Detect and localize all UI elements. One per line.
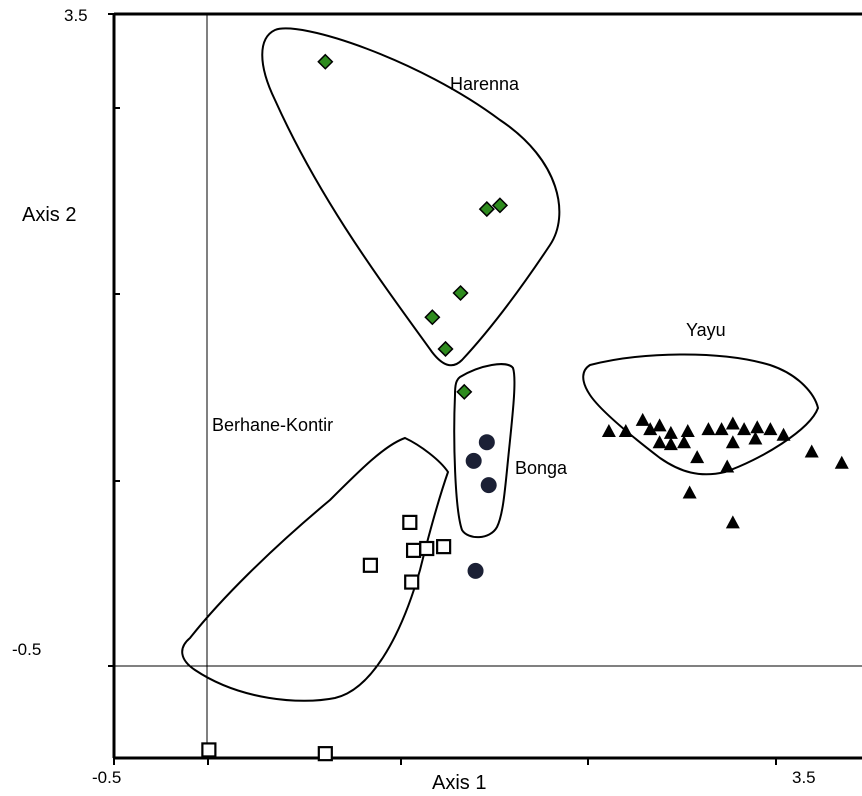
- point-harenna-2: [478, 201, 495, 218]
- hull-bonga: [453, 363, 516, 539]
- point-bonga-1: [478, 434, 495, 451]
- point-yayu-3: [635, 412, 650, 426]
- point-yayu-13: [763, 422, 778, 436]
- point-yayu-21: [690, 450, 705, 464]
- data-points: [201, 53, 849, 762]
- point-yayu-22: [720, 459, 735, 473]
- point-berhane-kontir-7: [201, 742, 217, 758]
- point-harenna-6: [437, 340, 454, 358]
- point-yayu-1: [601, 424, 616, 438]
- point-berhane-kontir-4: [405, 542, 422, 558]
- point-bonga-2: [465, 452, 482, 469]
- hull-yayu: [582, 353, 820, 476]
- y-tick-label-bottom: -0.5: [12, 640, 42, 659]
- y-axis-title: Axis 2: [22, 204, 77, 226]
- point-yayu-12: [750, 420, 765, 434]
- point-harenna-4: [452, 284, 469, 302]
- point-yayu-4: [643, 422, 658, 436]
- point-harenna-5: [424, 309, 441, 326]
- point-bonga-4: [467, 562, 484, 579]
- hull-harenna: [261, 27, 561, 367]
- y-tick-label-top: 3.5: [64, 6, 88, 25]
- group-hulls: [181, 27, 820, 702]
- point-yayu-10: [725, 416, 740, 430]
- point-berhane-kontir-2: [419, 540, 435, 557]
- point-harenna-7: [456, 383, 473, 400]
- point-harenna-3: [491, 197, 509, 214]
- point-yayu-7: [680, 424, 695, 438]
- point-bonga-3: [480, 477, 497, 494]
- point-berhane-kontir-1: [402, 514, 418, 530]
- point-yayu-9: [714, 422, 729, 436]
- point-harenna-1: [317, 53, 334, 70]
- point-berhane-kontir-8: [317, 746, 333, 762]
- point-berhane-kontir-3: [436, 539, 452, 555]
- x-axis-title: Axis 1: [432, 772, 487, 794]
- point-berhane-kontir-5: [362, 557, 378, 573]
- point-yayu-23: [834, 455, 849, 469]
- point-yayu-8: [701, 422, 716, 436]
- group-label-berhane-kontir: Berhane-Kontir: [212, 415, 334, 435]
- x-tick-label-left: -0.5: [92, 768, 122, 787]
- point-yayu-17: [677, 435, 692, 449]
- point-yayu-18: [725, 435, 740, 449]
- point-yayu-19: [748, 431, 763, 445]
- hull-berhane-kontir: [181, 436, 450, 702]
- group-label-bonga: Bonga: [515, 458, 568, 478]
- group-label-yayu: Yayu: [686, 320, 726, 340]
- group-label-harenna: Harenna: [450, 74, 520, 94]
- point-yayu-15: [652, 435, 667, 449]
- point-yayu-20: [804, 444, 819, 458]
- point-berhane-kontir-6: [404, 574, 420, 590]
- point-yayu-25: [725, 515, 740, 529]
- point-yayu-16: [663, 437, 678, 451]
- point-yayu-5: [652, 418, 667, 432]
- point-yayu-14: [776, 427, 791, 441]
- axes-frame: [108, 12, 862, 765]
- axis-ticks: [108, 13, 777, 765]
- point-yayu-2: [618, 424, 633, 438]
- x-tick-label-right: 3.5: [792, 768, 816, 787]
- point-yayu-6: [663, 425, 678, 439]
- point-yayu-24: [682, 485, 697, 499]
- point-yayu-11: [737, 422, 752, 436]
